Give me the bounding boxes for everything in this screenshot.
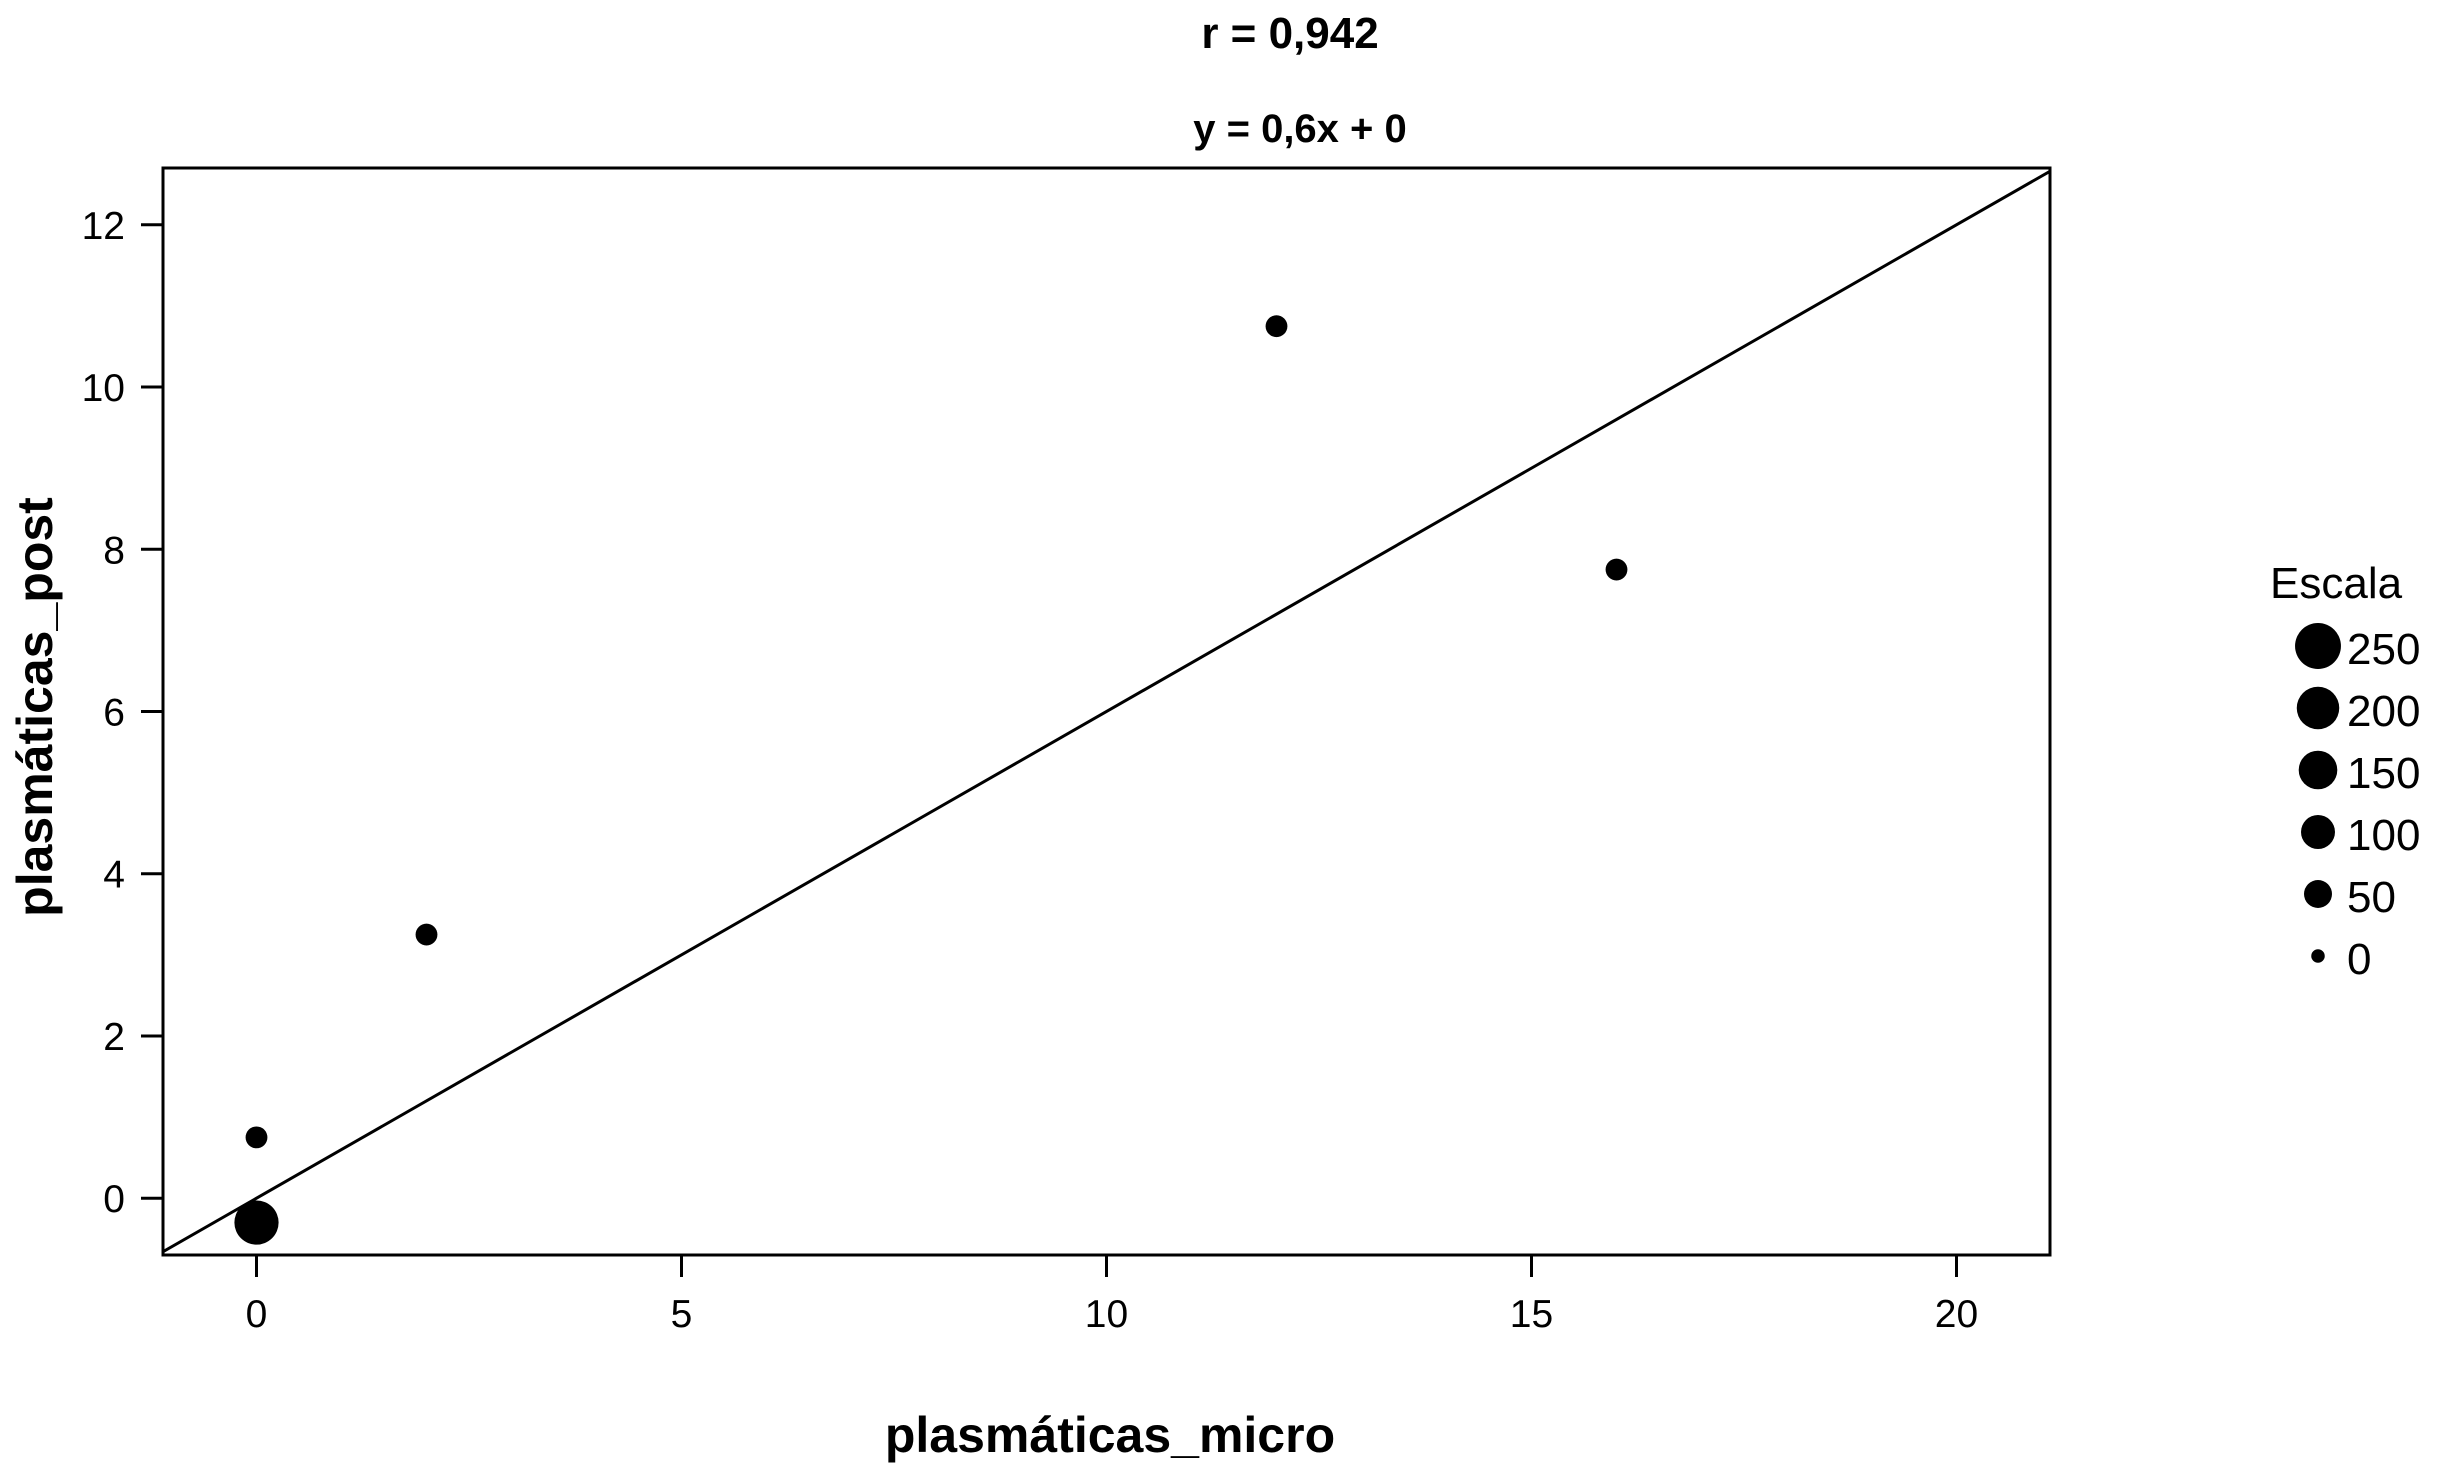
y-tick-label: 2 [103,1016,125,1059]
x-tick-label: 10 [1085,1293,1128,1336]
chart-title: r = 0,942 [1201,9,1378,58]
plot-area: 0 5 10 15 20 0 2 4 6 8 10 12 [82,166,2052,1336]
legend-label: 150 [2347,749,2420,798]
y-tick-label: 6 [103,692,125,735]
legend-marker [2298,750,2338,790]
legend-marker [2301,815,2335,849]
data-point [415,923,438,946]
legend-label: 0 [2347,935,2371,984]
x-tick-label: 5 [671,1293,693,1336]
y-tick-label: 8 [103,529,125,572]
y-tick-label: 10 [82,367,125,410]
y-tick-label: 4 [103,854,125,897]
x-tick-label: 20 [1935,1293,1978,1336]
data-point [1605,558,1628,581]
legend-label: 200 [2347,687,2420,736]
y-tick-label: 12 [82,205,125,248]
legend-label: 100 [2347,811,2420,860]
legend-marker [2304,880,2332,908]
legend-marker [2295,623,2341,669]
y-axis-title: plasmáticas_post [7,497,63,917]
size-legend: Escala 250 200 150 100 50 0 [2270,559,2420,984]
regression-line [163,169,2050,1254]
data-point [234,1200,279,1245]
legend-label: 250 [2347,625,2420,674]
legend-marker [2296,686,2340,730]
chart-subtitle: y = 0,6x + 0 [1193,107,1407,151]
x-tick-label: 15 [1510,1293,1553,1336]
x-axis-title: plasmáticas_micro [885,1407,1335,1463]
y-tick-label: 0 [103,1178,125,1221]
data-point [1265,315,1288,338]
legend-title: Escala [2270,559,2403,608]
legend-marker [2311,949,2325,963]
data-point [245,1126,268,1149]
x-tick-label: 0 [246,1293,268,1336]
legend-label: 50 [2347,873,2396,922]
